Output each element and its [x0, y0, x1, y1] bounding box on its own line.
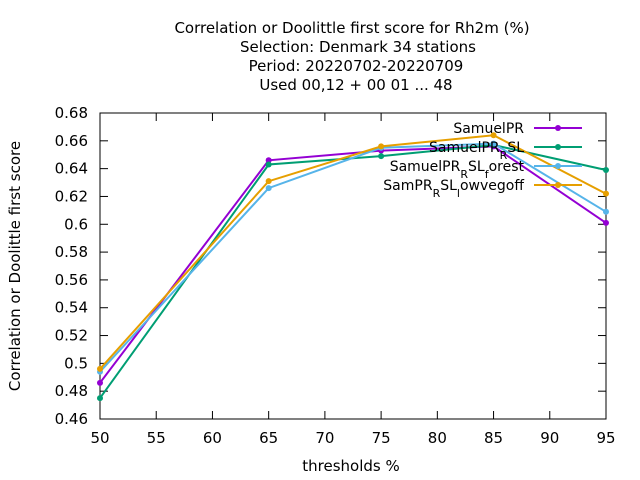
- x-tick-label: 55: [147, 429, 166, 447]
- legend-item: SamuelPRRSL: [429, 140, 582, 162]
- legend-label: SamuelPR: [453, 121, 524, 137]
- y-tick-label: 0.48: [55, 382, 88, 400]
- x-tick-label: 65: [259, 429, 278, 447]
- data-point: [490, 132, 497, 139]
- x-tick-label: 95: [596, 429, 615, 447]
- plot-area-frame: [99, 112, 607, 420]
- x-tick-label: 50: [90, 429, 109, 447]
- legend-label: SamuelPRRSL: [429, 140, 524, 162]
- y-tick-label: 0.68: [55, 104, 88, 122]
- y-tick-label: 0.46: [55, 410, 88, 428]
- chart-title-line: Correlation or Doolittle first score for…: [174, 19, 529, 37]
- data-point: [603, 190, 609, 197]
- data-point: [97, 395, 103, 402]
- data-point: [603, 208, 609, 215]
- y-tick-label: 0.6: [64, 215, 88, 233]
- data-point: [265, 185, 272, 192]
- y-tick-label: 0.64: [55, 160, 88, 178]
- legend-label: SamPRRSLlowvegoff: [383, 178, 524, 200]
- series-samuelpr-rsl: [97, 141, 609, 402]
- y-tick-label: 0.54: [55, 299, 88, 317]
- series-line: [99, 143, 607, 399]
- legend-swatch-point: [555, 163, 561, 169]
- y-tick-label: 0.66: [55, 132, 88, 150]
- data-point: [265, 157, 272, 164]
- legend-label: SamuelPRRSLforest: [390, 159, 525, 181]
- x-tick-label: 75: [372, 429, 391, 447]
- legend-swatch-point: [555, 182, 561, 188]
- data-point: [97, 365, 103, 372]
- data-point: [490, 140, 497, 147]
- y-axis-label: Correlation or Doolittle first score: [6, 141, 24, 391]
- series-samuelpr-rsl-forest: [97, 140, 609, 375]
- chart-title-line: Selection: Denmark 34 stations: [240, 38, 476, 56]
- legend-swatch-point: [555, 144, 561, 150]
- axis-ticks: 50 55 60 65 70 75 80 85 90 95 0.46 0.48 0.5 0.52 0.54 0…: [55, 104, 616, 447]
- y-tick-label: 0.56: [55, 271, 88, 289]
- legend-swatch-point: [555, 125, 561, 131]
- data-point: [265, 161, 272, 168]
- chart-title: Correlation or Doolittle first score for…: [174, 19, 529, 94]
- y-tick-label: 0.52: [55, 327, 88, 345]
- legend: SamuelPR SamuelPRRSLSamuelPRRSLforestSamP…: [383, 121, 582, 200]
- x-tick-label: 90: [540, 429, 559, 447]
- data-point: [378, 153, 385, 160]
- chart-title-line: Used 00,12 + 00 01 ... 48: [259, 76, 452, 94]
- data-point: [603, 219, 609, 226]
- x-tick-label: 70: [315, 429, 334, 447]
- x-tick-label: 80: [428, 429, 447, 447]
- x-tick-label: 85: [484, 429, 503, 447]
- legend-item: SamuelPR: [453, 121, 582, 137]
- data-point: [265, 178, 272, 185]
- series-line: [99, 145, 607, 384]
- data-point: [378, 143, 385, 150]
- y-tick-label: 0.58: [55, 243, 88, 261]
- x-tick-label: 60: [203, 429, 222, 447]
- y-tick-label: 0.62: [55, 187, 88, 205]
- series-layer: [97, 132, 609, 402]
- x-axis-label: thresholds %: [302, 457, 399, 475]
- legend-item: SamuelPRRSLforest: [390, 159, 582, 181]
- series-sampr-rsl-lowvegoff: [97, 132, 609, 372]
- legend-item: SamPRRSLlowvegoff: [383, 178, 582, 200]
- data-point: [97, 379, 103, 386]
- data-point: [603, 167, 609, 174]
- series-samuelpr: [97, 143, 609, 386]
- series-line: [99, 142, 607, 373]
- y-tick-label: 0.5: [64, 354, 88, 372]
- chart-title-line: Period: 20220702-20220709: [249, 57, 464, 75]
